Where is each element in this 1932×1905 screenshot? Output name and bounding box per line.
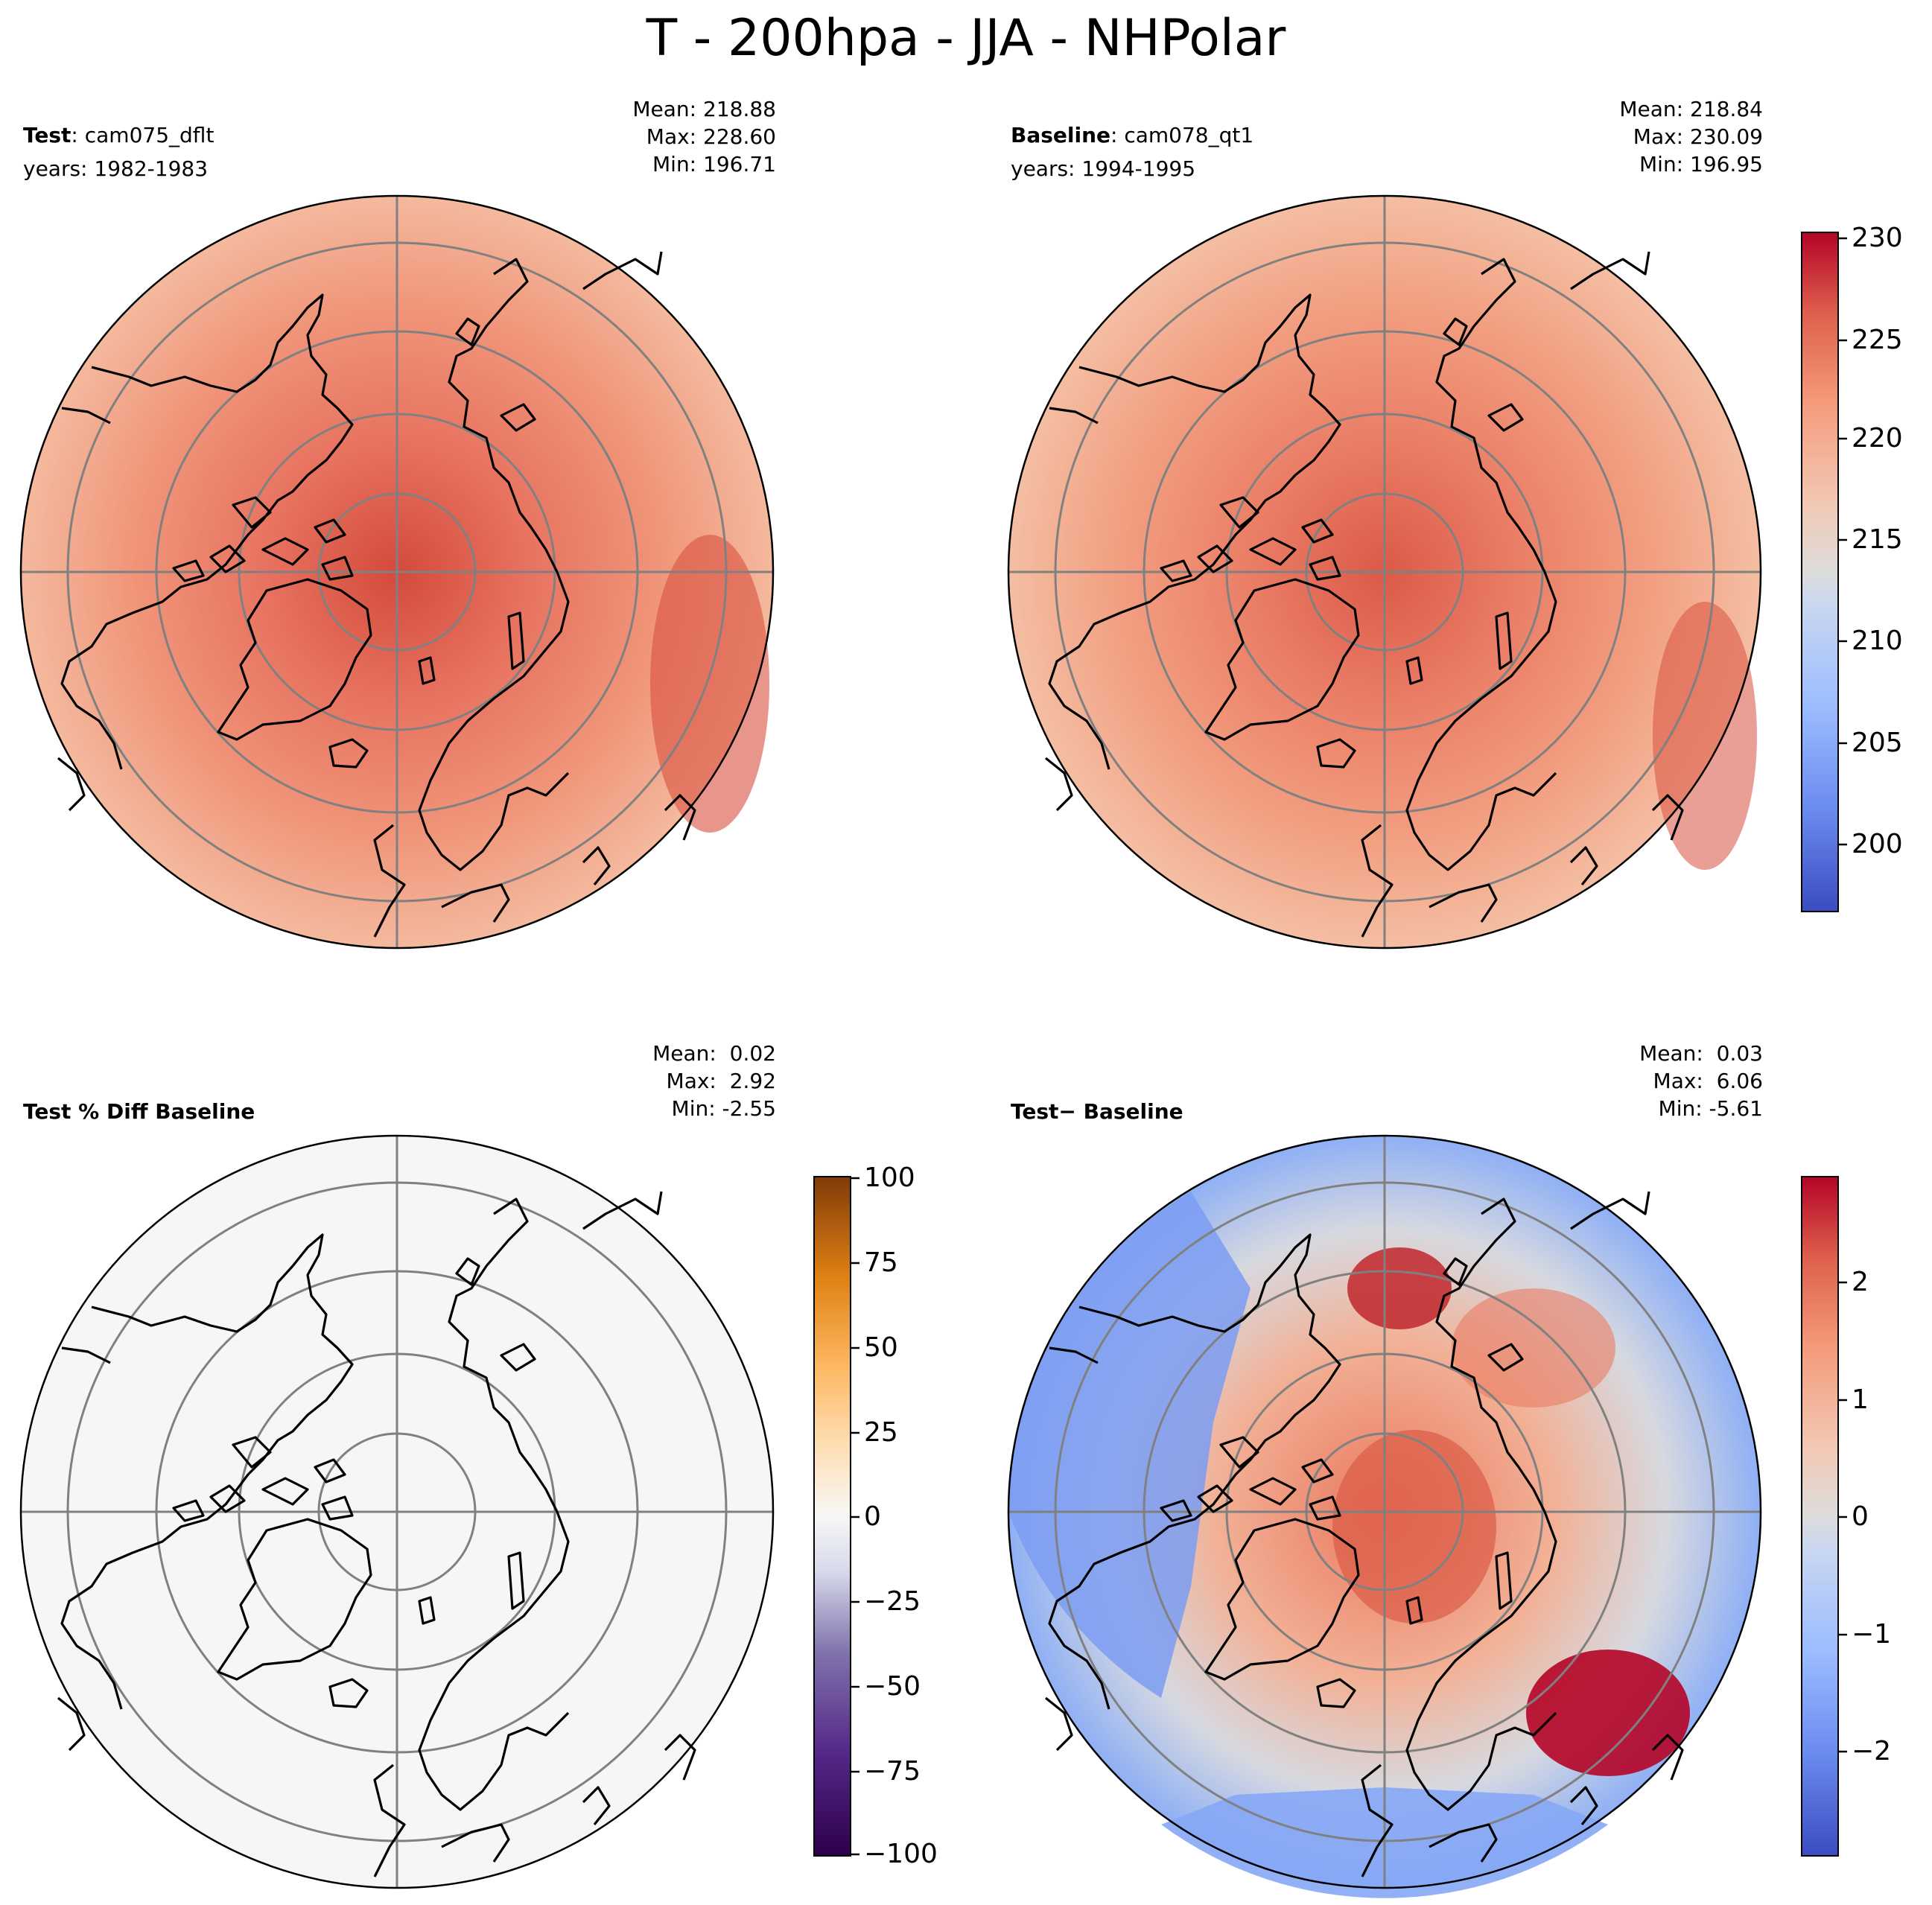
- baseline-min: Min: 196.95: [1639, 152, 1763, 176]
- pct-diff-label: Test % Diff Baseline: [23, 1098, 255, 1125]
- figure-title: T - 200hpa - JJA - NHPolar: [646, 9, 1286, 68]
- main-tick-200: 200: [1852, 829, 1903, 859]
- main-tick-210: 210: [1852, 626, 1903, 656]
- baseline-years: years: 1994-1995: [1011, 156, 1196, 181]
- pct-tick-100: 100: [864, 1163, 915, 1193]
- baseline-warm-region: [1653, 602, 1757, 870]
- baseline-mean: Mean: 218.84: [1619, 97, 1763, 121]
- main-tick-205: 205: [1852, 728, 1903, 758]
- pct-tick-neg100: −100: [864, 1839, 938, 1869]
- diff-map: [1007, 1134, 1762, 1898]
- diff-warm-spot-northeast: [1452, 1288, 1615, 1408]
- test-warm-region: [650, 535, 769, 833]
- baseline-stats: Mean: 218.84 Max: 230.09 Min: 196.95: [1619, 95, 1763, 178]
- test-label-bold: Test: [23, 123, 72, 147]
- baseline-max: Max: 230.09: [1633, 124, 1763, 149]
- diff-cold-region-west: [1008, 1192, 1251, 1698]
- pct-diff-map: [19, 1134, 775, 1889]
- pct-diff-label-bold: Test % Diff Baseline: [23, 1099, 255, 1124]
- diff-warm-spot-north: [1347, 1247, 1452, 1329]
- test-max: Max: 228.60: [646, 124, 776, 149]
- baseline-label-rest: : cam078_qt1: [1110, 123, 1254, 147]
- pct-colorbar: [813, 1176, 851, 1857]
- test-map: [19, 194, 775, 950]
- pct-tick-75: 75: [864, 1247, 898, 1278]
- test-stats: Mean: 218.88 Max: 228.60 Min: 196.71: [632, 95, 776, 178]
- main-colorbar: [1801, 232, 1839, 912]
- pct-tick-neg75: −75: [864, 1756, 921, 1787]
- diff-tick-1: 1: [1852, 1384, 1869, 1415]
- baseline-label-bold: Baseline: [1011, 123, 1111, 147]
- test-label-rest: : cam075_dflt: [71, 123, 215, 147]
- pct-diff-max: Max: 2.92: [666, 1069, 776, 1093]
- pct-tick-0: 0: [864, 1501, 881, 1532]
- diff-warm-spot-center: [1332, 1430, 1496, 1623]
- main-tick-225: 225: [1852, 325, 1903, 355]
- pct-diff-min: Min: -2.55: [671, 1096, 776, 1121]
- pct-tick-25: 25: [864, 1417, 898, 1448]
- diff-tick-neg2: −2: [1852, 1736, 1892, 1766]
- main-tick-220: 220: [1852, 423, 1903, 454]
- diff-mean: Mean: 0.03: [1639, 1041, 1763, 1066]
- pct-tick-neg25: −25: [864, 1586, 921, 1617]
- test-label: Test: cam075_dflt: [23, 121, 214, 149]
- diff-tick-neg1: −1: [1852, 1619, 1892, 1650]
- diff-warm-spot-southeast: [1526, 1650, 1690, 1776]
- pct-tick-50: 50: [864, 1332, 898, 1363]
- diff-tick-2: 2: [1852, 1267, 1869, 1297]
- pct-diff-mean: Mean: 0.02: [652, 1041, 776, 1066]
- test-mean: Mean: 218.88: [632, 97, 776, 121]
- diff-label: Test− Baseline: [1011, 1098, 1183, 1125]
- diff-min: Min: -5.61: [1658, 1096, 1763, 1121]
- baseline-label: Baseline: cam078_qt1: [1011, 121, 1253, 149]
- diff-tick-0: 0: [1852, 1501, 1869, 1532]
- pct-diff-stats: Mean: 0.02 Max: 2.92 Min: -2.55: [652, 1040, 776, 1122]
- test-years: years: 1982-1983: [23, 156, 209, 181]
- diff-stats: Mean: 0.03 Max: 6.06 Min: -5.61: [1639, 1040, 1763, 1122]
- diff-max: Max: 6.06: [1653, 1069, 1763, 1093]
- diff-label-bold: Test: [1011, 1099, 1059, 1124]
- pct-tick-neg50: −50: [864, 1671, 921, 1702]
- main-tick-230: 230: [1852, 223, 1903, 253]
- diff-label-rest: − Baseline: [1058, 1099, 1183, 1124]
- baseline-map: [1007, 194, 1762, 950]
- main-tick-215: 215: [1852, 524, 1903, 555]
- test-min: Min: 196.71: [652, 152, 776, 176]
- diff-colorbar: [1801, 1176, 1839, 1857]
